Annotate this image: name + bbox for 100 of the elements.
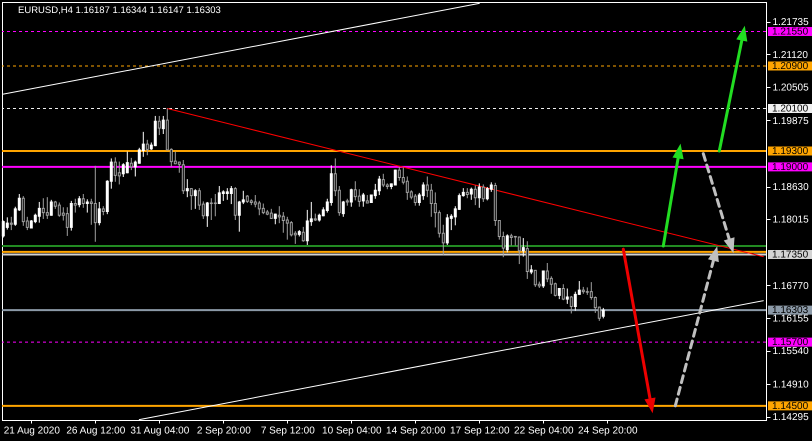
chart-title: EURUSD,H4 1.16187 1.16344 1.16147 1.16303 xyxy=(18,5,221,16)
candlestick xyxy=(518,236,521,265)
candlestick xyxy=(130,157,133,171)
candlestick xyxy=(354,180,357,201)
y-tick-label: 1.14295 xyxy=(772,412,810,424)
ref-line-label: 1.19000 xyxy=(772,162,809,173)
candlestick xyxy=(82,193,85,208)
candlestick xyxy=(602,307,605,319)
y-tick-label: 1.16155 xyxy=(772,313,810,324)
candlestick xyxy=(118,161,121,185)
candlestick xyxy=(506,234,509,253)
candlestick xyxy=(406,176,409,200)
candlestick xyxy=(98,201,101,226)
candlestick xyxy=(270,208,273,220)
candlestick xyxy=(282,212,285,234)
candlestick xyxy=(530,264,533,275)
candlestick xyxy=(58,202,61,218)
candlestick xyxy=(382,173,385,188)
y-tick-label: 1.18015 xyxy=(772,214,810,226)
candlestick xyxy=(74,198,77,214)
y-tick-label: 1.19875 xyxy=(772,116,810,127)
y-tick-label: 1.21735 xyxy=(772,17,810,28)
candlestick xyxy=(162,115,165,134)
x-tick-label: 22 Sep 04:00 xyxy=(514,426,574,436)
candlestick xyxy=(226,188,229,200)
candlestick xyxy=(258,200,261,216)
candlestick xyxy=(274,213,277,225)
x-tick-label: 10 Sep 04:00 xyxy=(322,426,382,436)
candlestick xyxy=(126,151,129,174)
candlestick xyxy=(482,184,485,202)
candlestick xyxy=(574,291,577,312)
y-tick-label: 1.16770 xyxy=(772,280,810,292)
candlestick xyxy=(566,288,569,304)
ref-line-label: 1.14500 xyxy=(772,400,809,412)
candlestick xyxy=(158,115,161,136)
candlestick xyxy=(94,165,97,242)
candlestick xyxy=(546,262,549,283)
candlestick xyxy=(210,198,213,220)
candlestick xyxy=(238,200,241,232)
x-tick-label: 2 Sep 20:00 xyxy=(196,426,252,436)
x-tick-label: 7 Sep 12:00 xyxy=(260,426,316,436)
candlestick xyxy=(526,240,529,280)
ref-line-label: 1.21550 xyxy=(772,26,809,38)
candlestick xyxy=(522,238,525,258)
candlestick xyxy=(206,201,209,228)
candlestick xyxy=(478,182,481,208)
candlestick xyxy=(114,156,117,182)
candlestick xyxy=(470,187,473,200)
candlestick xyxy=(174,151,177,165)
x-tick-label: 24 Sep 20:00 xyxy=(578,426,638,436)
candlestick xyxy=(78,196,81,208)
ref-line-label: 1.17350 xyxy=(772,250,809,261)
candlestick xyxy=(422,182,425,200)
candlestick xyxy=(186,178,189,198)
candlestick xyxy=(302,226,305,242)
candlestick xyxy=(190,188,193,210)
candlestick xyxy=(510,233,513,246)
x-tick-label: 31 Aug 04:00 xyxy=(130,426,190,436)
candlestick xyxy=(102,206,105,216)
candlestick xyxy=(394,169,397,186)
candlestick xyxy=(230,186,233,205)
ref-line-label: 1.15700 xyxy=(772,337,809,348)
y-tick-label: 1.18630 xyxy=(772,182,810,194)
candlestick xyxy=(214,193,217,217)
candlestick xyxy=(10,216,13,231)
candlestick xyxy=(430,183,433,218)
candlestick xyxy=(194,188,197,210)
candlestick xyxy=(342,200,345,218)
ref-line-label: 1.20100 xyxy=(772,104,809,115)
candlestick xyxy=(570,295,573,314)
y-tick-label: 1.14910 xyxy=(772,380,810,391)
candlestick xyxy=(254,194,257,208)
candlestick xyxy=(474,184,477,206)
candlestick xyxy=(286,216,289,240)
candlestick xyxy=(486,186,489,201)
ref-line-label: 1.20900 xyxy=(772,61,809,72)
candlestick xyxy=(70,200,73,232)
candlestick xyxy=(50,199,53,216)
candlestick xyxy=(222,190,225,202)
candlestick xyxy=(146,139,149,156)
candlestick xyxy=(262,203,265,215)
candlestick xyxy=(38,201,41,224)
candlestick xyxy=(414,193,417,206)
candlestick xyxy=(306,209,309,246)
candlestick xyxy=(90,198,93,226)
x-tick-label: 26 Aug 12:00 xyxy=(66,426,126,436)
x-tick-label: 14 Sep 20:00 xyxy=(386,426,446,436)
candlestick xyxy=(554,282,557,297)
candlestick xyxy=(542,270,545,288)
candlestick xyxy=(562,284,565,301)
x-tick-label: 17 Sep 12:00 xyxy=(450,426,510,436)
candlestick xyxy=(378,175,381,196)
candlestick xyxy=(290,220,293,237)
candlestick xyxy=(42,198,45,220)
candlestick xyxy=(466,188,469,199)
candlestick xyxy=(86,198,89,214)
ref-line-label: 1.19300 xyxy=(772,146,809,157)
candlestick xyxy=(138,147,141,164)
candlestick xyxy=(46,196,49,220)
candlestick xyxy=(534,269,537,288)
